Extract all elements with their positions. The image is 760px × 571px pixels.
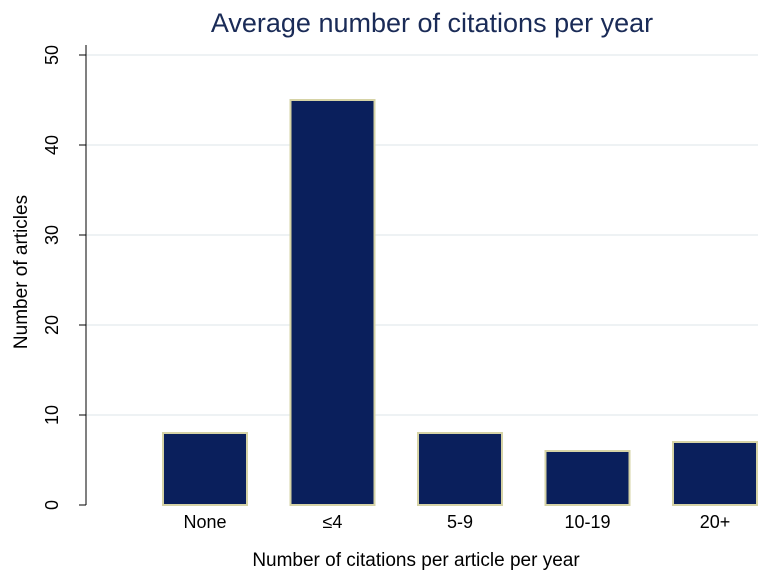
x-tick-label: 20+	[700, 512, 731, 532]
y-tick-label: 20	[42, 315, 62, 335]
y-ticks: 0 10 20 30 40 50	[42, 45, 86, 510]
x-tick-label: None	[183, 512, 226, 532]
y-axis-label: Number of articles	[11, 195, 32, 349]
bar-3	[544, 450, 631, 506]
y-tick-label: 30	[42, 225, 62, 245]
y-tick-label: 50	[42, 45, 62, 65]
bar-1	[289, 99, 376, 506]
chart-title: Average number of citations per year	[211, 8, 653, 38]
x-tick-label: ≤4	[323, 512, 343, 532]
x-tick-label: 5-9	[447, 512, 473, 532]
x-tick-label: 10-19	[564, 512, 610, 532]
x-tick-labels: None ≤4 5-9 10-19 20+	[183, 512, 730, 532]
grid-lines	[86, 54, 758, 416]
y-tick-label: 0	[42, 500, 62, 510]
bars	[162, 99, 758, 506]
bar-4	[672, 441, 758, 506]
bar-2	[417, 432, 503, 506]
bar-0	[162, 432, 248, 506]
y-tick-label: 40	[42, 135, 62, 155]
x-axis-label: Number of citations per article per year	[252, 550, 580, 571]
y-tick-label: 10	[42, 405, 62, 425]
